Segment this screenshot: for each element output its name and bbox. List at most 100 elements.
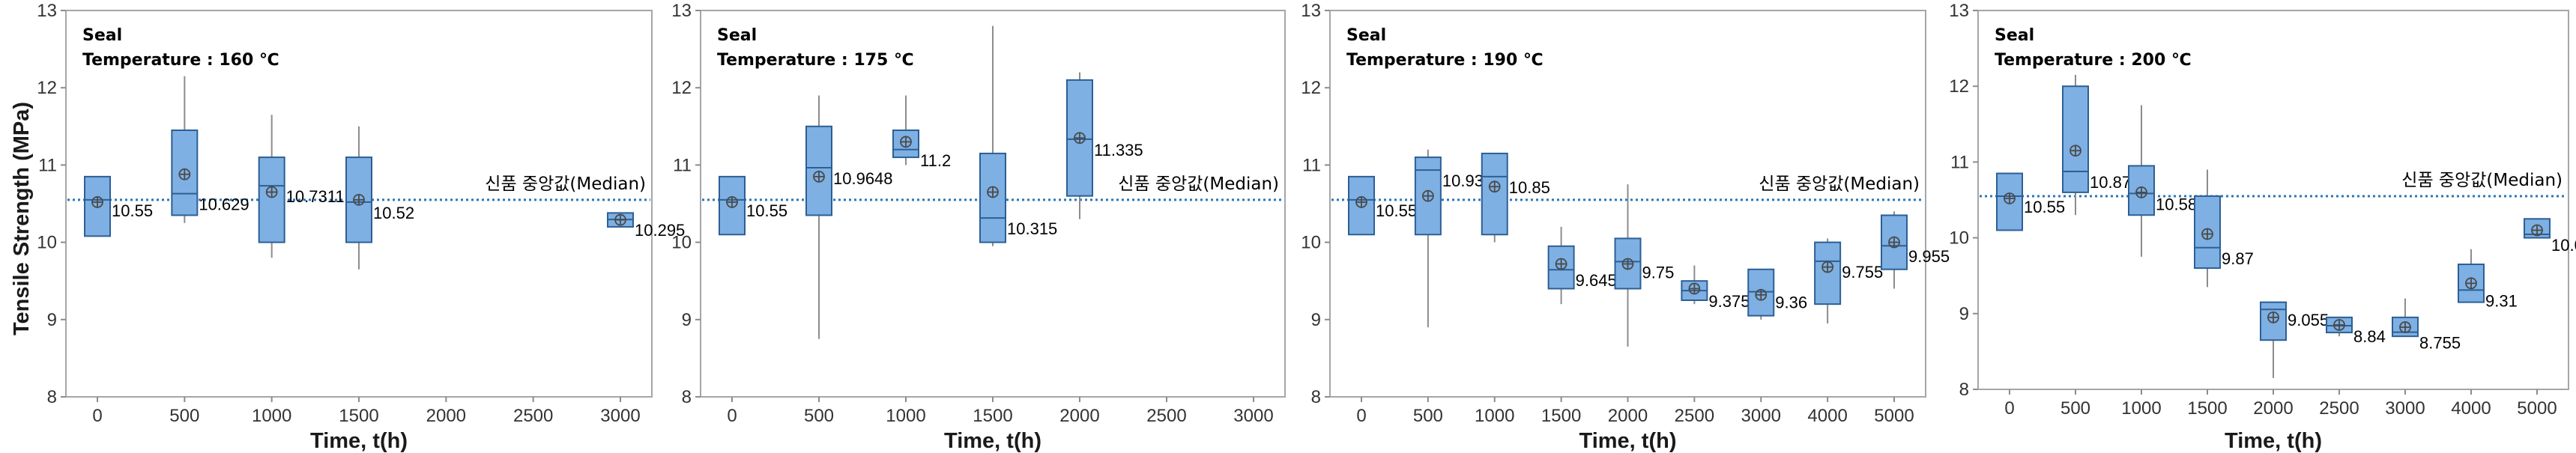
chart1-y-tick-label: 13: [37, 1, 57, 21]
chart4-data-label-2500: 8.84: [2353, 327, 2386, 346]
chart1-y-tick-label: 8: [47, 387, 57, 407]
chart4-box-500: [2062, 85, 2089, 193]
chart4-annotation-material: Seal: [1995, 26, 2034, 45]
chart2-y-tick-label: 9: [682, 310, 692, 330]
chart4-y-tick-label: 12: [1949, 76, 1969, 97]
chart3-annotation-temperature: Temperature : 190 ℃: [1346, 51, 1544, 70]
chart2-x-tick-label: 3000: [1233, 406, 1273, 426]
chart3-y-tick-label: 13: [1301, 1, 1321, 21]
chart4-x-tick-label: 0: [2004, 398, 2014, 419]
chart3-data-label-0: 10.55: [1376, 201, 1417, 220]
chart4-x-tick-label: 2500: [2319, 398, 2359, 419]
chart4-data-label-1500: 9.87: [2222, 249, 2254, 268]
chart3-x-tick-label: 3000: [1741, 406, 1781, 426]
chart4-data-label-2000: 9.055: [2288, 311, 2329, 329]
chart3-y-tick-label: 8: [1311, 387, 1321, 407]
chart1-y-axis-title: Tensile Strength (MPa): [10, 102, 34, 335]
chart4-data-label-0: 10.55: [2024, 198, 2065, 216]
chart4-x-tick-label: 1000: [2121, 398, 2161, 419]
chart1-data-label-1000: 10.7311: [286, 187, 345, 206]
chart4-y-tick-label: 10: [1949, 228, 1969, 249]
chart1-y-tick-label: 9: [47, 310, 57, 330]
chart3-median-reference-label: 신품 중앙값(Median): [1759, 174, 1920, 194]
chart1-x-tick-label: 3000: [600, 406, 640, 426]
chart4-x-axis-title: Time, t(h): [2225, 429, 2322, 453]
chart1-box-1000: [258, 156, 285, 243]
chart4-x-tick-label: 500: [2061, 398, 2090, 419]
chart3-x-tick-label: 2500: [1675, 406, 1714, 426]
chart3-data-label-2500: 9.375: [1708, 292, 1750, 311]
chart2-x-tick-label: 1500: [973, 406, 1012, 426]
chart1-x-axis-title: Time, t(h): [310, 429, 408, 453]
chart3-data-label-2000: 9.75: [1642, 263, 1675, 282]
chart2-y-tick-label: 13: [671, 1, 692, 21]
chart2-y-tick-label: 12: [671, 78, 692, 98]
chart3-data-label-1500: 9.645: [1576, 271, 1617, 290]
chart2-y-tick-label: 10: [671, 233, 692, 253]
chart3-x-axis-title: Time, t(h): [1579, 429, 1677, 453]
chart4-median-reference-label: 신품 중앙값(Median): [2401, 171, 2563, 190]
chart3-box-5000: [1881, 214, 1908, 270]
chart1-x-tick-label: 1000: [252, 406, 291, 426]
chart4-x-tick-label: 5000: [2517, 398, 2557, 419]
chart3-data-label-3000: 9.36: [1775, 294, 1807, 312]
chart3-y-tick-label: 12: [1301, 78, 1321, 98]
chart2-x-tick-label: 1000: [886, 406, 925, 426]
chart2-data-label-1500: 10.315: [1007, 219, 1057, 238]
chart4-y-tick-label: 11: [1950, 152, 1969, 172]
chart4-data-label-3000: 8.755: [2419, 334, 2461, 353]
chart2-y-tick-label: 8: [682, 387, 692, 407]
chart3-x-tick-label: 1500: [1541, 406, 1581, 426]
chart4-y-tick-label: 8: [1959, 380, 1969, 400]
chart1-data-label-3000: 10.295: [635, 221, 685, 240]
chart1-data-label-1500: 10.52: [373, 204, 414, 222]
chart1-x-tick-label: 2500: [513, 406, 553, 426]
chart2-x-tick-label: 2500: [1146, 406, 1186, 426]
chart2-data-label-500: 10.9648: [833, 169, 893, 188]
chart1-x-tick-label: 2000: [426, 406, 466, 426]
chart2-y-tick-label: 11: [673, 155, 692, 175]
chart1-x-tick-label: 0: [92, 406, 102, 426]
chart3-box-1000: [1481, 152, 1508, 236]
chart4-x-tick-label: 1500: [2187, 398, 2227, 419]
chart1-y-tick-label: 12: [37, 78, 57, 98]
chart2-x-tick-label: 500: [804, 406, 834, 426]
chart1-y-tick-label: 11: [38, 155, 57, 175]
chart3-x-tick-label: 0: [1356, 406, 1366, 426]
chart3-annotation-material: Seal: [1346, 26, 1386, 45]
chart3-x-tick-label: 500: [1413, 406, 1443, 426]
chart3-x-tick-label: 4000: [1807, 406, 1847, 426]
chart3-x-tick-label: 1000: [1475, 406, 1514, 426]
chart4-x-tick-label: 4000: [2451, 398, 2491, 419]
chart4-data-label-4000: 9.31: [2485, 291, 2518, 310]
chart1-y-tick-label: 10: [37, 233, 57, 253]
chart4-x-tick-label: 3000: [2385, 398, 2425, 419]
chart3-box-4000: [1814, 241, 1842, 305]
chart2-x-tick-label: 0: [727, 406, 737, 426]
chart1-data-label-500: 10.629: [199, 195, 249, 214]
chart4-x-tick-label: 2000: [2253, 398, 2293, 419]
chart3-y-tick-label: 11: [1302, 155, 1321, 175]
chart3-y-tick-label: 9: [1311, 310, 1321, 330]
chart3-data-label-4000: 9.755: [1842, 263, 1883, 282]
chart1-data-label-0: 10.55: [112, 201, 153, 220]
chart1-x-tick-label: 500: [169, 406, 199, 426]
chart1-median-reference-label: 신품 중앙값(Median): [485, 174, 646, 194]
chart2-x-tick-label: 2000: [1059, 406, 1099, 426]
chart4-annotation-temperature: Temperature : 200 ℃: [1995, 51, 2192, 70]
chart4-y-tick-label: 13: [1949, 1, 1969, 21]
chart2-data-label-0: 10.55: [746, 201, 787, 220]
chart2-annotation-temperature: Temperature : 175 ℃: [717, 51, 914, 70]
chart3-x-tick-label: 2000: [1608, 406, 1648, 426]
chart3-y-tick-label: 10: [1301, 233, 1321, 253]
chart2-data-label-1000: 11.2: [920, 151, 951, 170]
chart3-data-label-1000: 10.85: [1509, 178, 1550, 197]
chart2-data-label-2000: 11.335: [1094, 141, 1143, 159]
chart1-annotation-temperature: Temperature : 160 ℃: [82, 51, 279, 70]
chart2-x-axis-title: Time, t(h): [944, 429, 1041, 453]
chart3-x-tick-label: 5000: [1874, 406, 1914, 426]
chart1-x-tick-label: 1500: [339, 406, 378, 426]
chart1-annotation-material: Seal: [82, 26, 122, 45]
chart3-data-label-5000: 9.955: [1908, 247, 1950, 266]
